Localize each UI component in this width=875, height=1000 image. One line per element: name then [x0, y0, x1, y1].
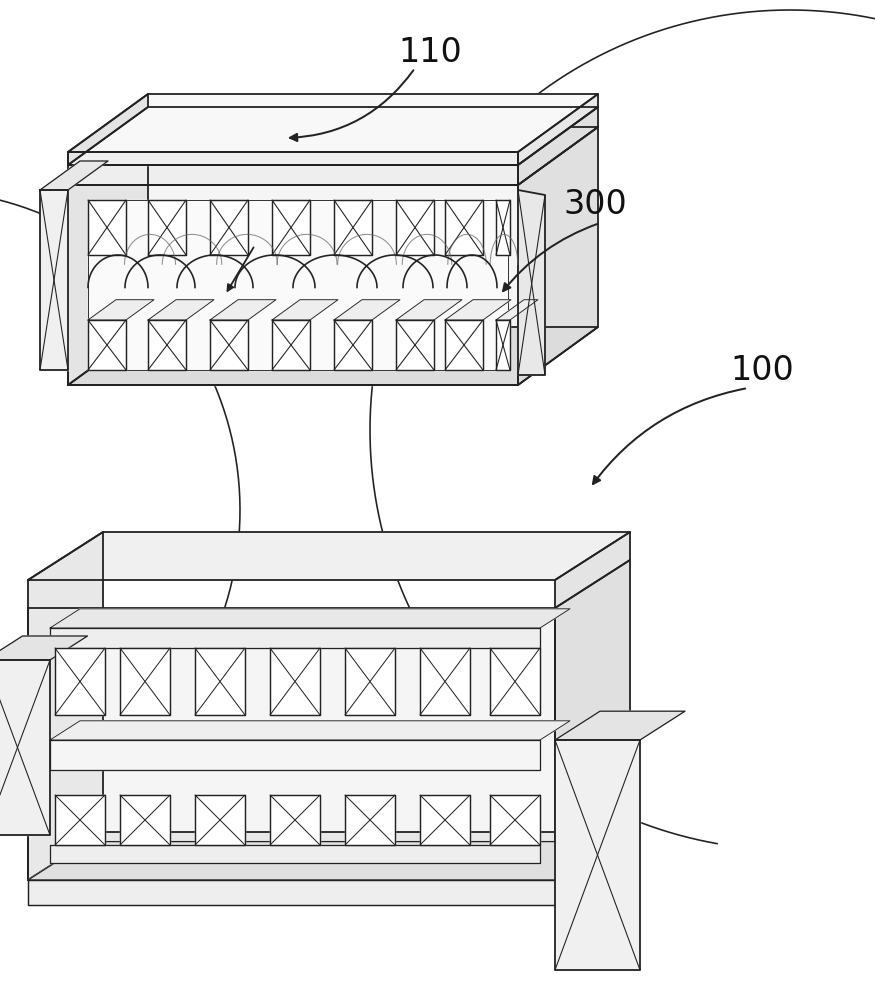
FancyArrowPatch shape	[503, 224, 598, 291]
Polygon shape	[334, 320, 372, 370]
Polygon shape	[68, 127, 148, 385]
Polygon shape	[396, 300, 462, 320]
Polygon shape	[490, 795, 540, 845]
Polygon shape	[88, 300, 154, 320]
Polygon shape	[148, 300, 214, 320]
Polygon shape	[88, 200, 126, 255]
Polygon shape	[88, 200, 508, 370]
Polygon shape	[555, 560, 630, 880]
Polygon shape	[50, 609, 570, 628]
Polygon shape	[120, 648, 170, 715]
Polygon shape	[40, 161, 108, 190]
Polygon shape	[345, 648, 395, 715]
Polygon shape	[195, 795, 245, 845]
Text: 100: 100	[730, 354, 794, 386]
Polygon shape	[210, 200, 248, 255]
FancyArrowPatch shape	[228, 247, 254, 291]
Polygon shape	[334, 300, 400, 320]
Polygon shape	[68, 152, 518, 165]
Polygon shape	[68, 127, 598, 185]
Polygon shape	[270, 648, 320, 715]
Polygon shape	[518, 94, 598, 165]
Polygon shape	[55, 795, 105, 845]
Polygon shape	[272, 200, 310, 255]
Polygon shape	[50, 628, 540, 648]
Polygon shape	[555, 711, 685, 740]
Polygon shape	[420, 648, 470, 715]
Polygon shape	[270, 795, 320, 845]
Polygon shape	[518, 107, 598, 185]
Polygon shape	[50, 740, 540, 770]
Polygon shape	[0, 636, 88, 660]
Polygon shape	[555, 740, 640, 970]
Text: 300: 300	[564, 188, 626, 222]
Polygon shape	[555, 532, 630, 608]
FancyArrowPatch shape	[290, 70, 413, 141]
Polygon shape	[68, 165, 518, 185]
Polygon shape	[518, 190, 545, 375]
Polygon shape	[396, 320, 434, 370]
Polygon shape	[334, 200, 372, 255]
Polygon shape	[396, 200, 434, 255]
Polygon shape	[445, 320, 483, 370]
Polygon shape	[490, 648, 540, 715]
FancyArrowPatch shape	[593, 389, 746, 484]
Polygon shape	[272, 300, 338, 320]
Polygon shape	[420, 795, 470, 845]
Polygon shape	[120, 795, 170, 845]
Polygon shape	[28, 842, 615, 880]
Polygon shape	[272, 320, 310, 370]
Polygon shape	[28, 532, 103, 880]
Polygon shape	[50, 721, 570, 740]
Polygon shape	[68, 185, 518, 385]
Text: 110: 110	[398, 35, 462, 68]
Polygon shape	[445, 300, 511, 320]
Polygon shape	[28, 608, 555, 880]
Polygon shape	[68, 107, 598, 165]
Polygon shape	[496, 300, 538, 320]
Polygon shape	[496, 200, 510, 255]
Polygon shape	[345, 795, 395, 845]
Polygon shape	[148, 200, 186, 255]
Polygon shape	[28, 532, 630, 580]
Polygon shape	[88, 320, 126, 370]
Polygon shape	[210, 300, 276, 320]
Polygon shape	[195, 648, 245, 715]
Polygon shape	[496, 320, 510, 370]
Polygon shape	[50, 845, 540, 863]
Polygon shape	[68, 94, 598, 152]
Polygon shape	[0, 660, 50, 835]
Polygon shape	[55, 648, 105, 715]
Polygon shape	[28, 880, 555, 905]
Polygon shape	[28, 832, 630, 880]
Polygon shape	[445, 200, 483, 255]
Polygon shape	[210, 320, 248, 370]
Polygon shape	[40, 190, 68, 370]
Polygon shape	[518, 127, 598, 385]
Polygon shape	[68, 327, 598, 385]
Polygon shape	[68, 94, 148, 165]
Polygon shape	[148, 320, 186, 370]
